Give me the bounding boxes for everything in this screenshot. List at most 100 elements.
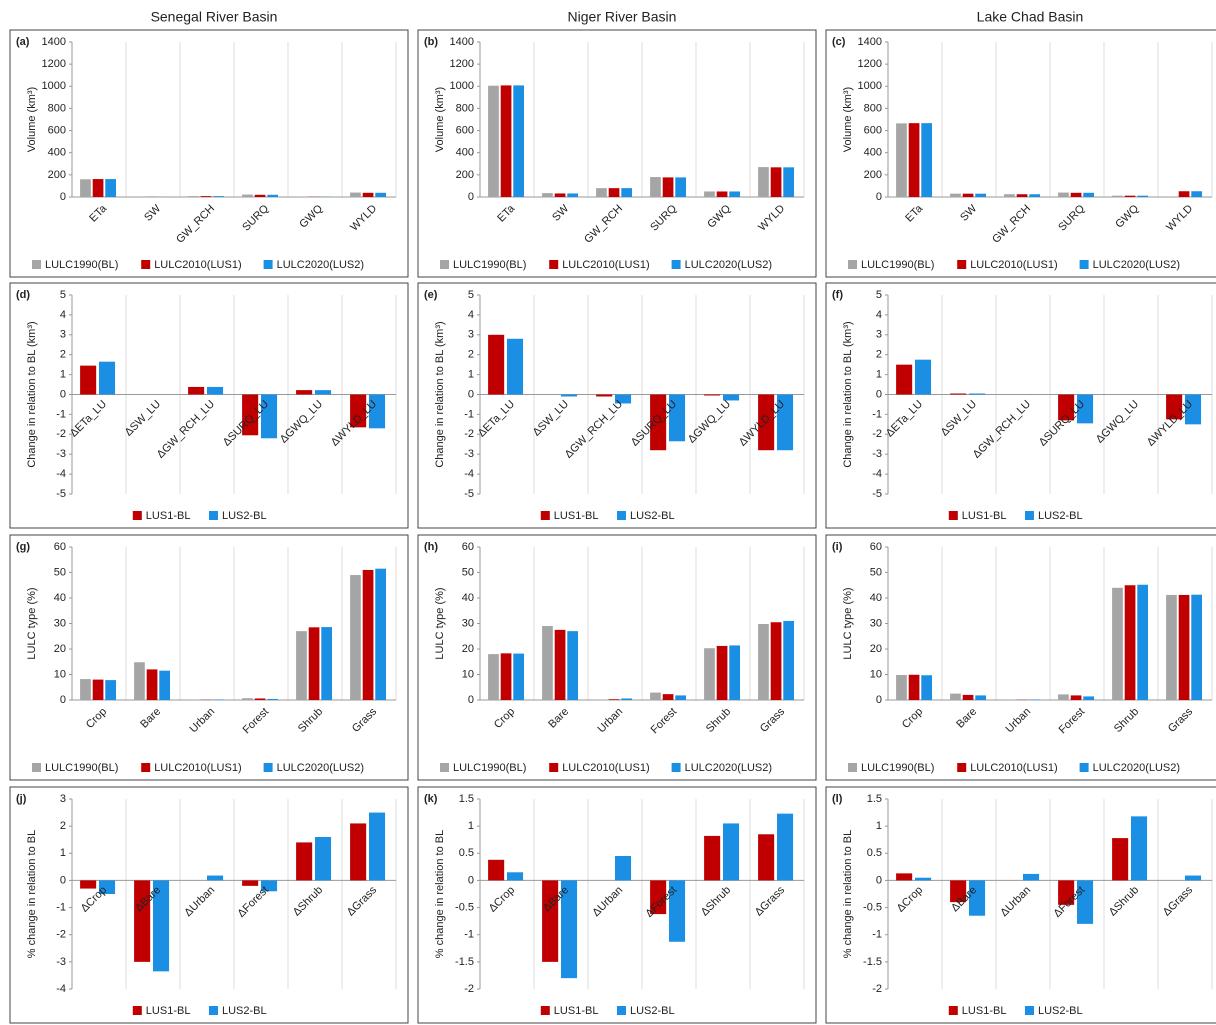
bar bbox=[921, 675, 933, 700]
y-axis-title: Volume (km³) bbox=[842, 87, 854, 152]
y-tick-label: 800 bbox=[48, 102, 66, 114]
panel-frame bbox=[417, 534, 817, 781]
legend-swatch bbox=[948, 511, 958, 520]
bar bbox=[650, 177, 661, 197]
bar bbox=[921, 123, 933, 197]
x-tick-label: ΔGW_RCH_LU bbox=[563, 398, 626, 461]
legend-label: LUS2-BL bbox=[222, 510, 267, 522]
x-tick-label: Shrub bbox=[296, 706, 325, 735]
y-tick-label: 0 bbox=[60, 191, 66, 203]
bar bbox=[770, 167, 782, 197]
y-tick-label: 0 bbox=[60, 874, 66, 886]
legend-label: LULC2010(LUS1) bbox=[562, 762, 649, 774]
y-tick-label: 40 bbox=[870, 592, 882, 604]
bar bbox=[267, 698, 279, 700]
bar bbox=[261, 880, 278, 892]
bar bbox=[783, 167, 795, 197]
y-tick-label: 1200 bbox=[858, 58, 882, 70]
legend-swatch bbox=[848, 763, 857, 772]
y-tick-label: 20 bbox=[870, 643, 882, 655]
panel-label: (j) bbox=[16, 793, 27, 805]
bar bbox=[350, 823, 367, 881]
bar bbox=[207, 875, 224, 881]
legend-label: LULC2020(LUS2) bbox=[1093, 259, 1180, 271]
bar bbox=[650, 394, 667, 451]
bar bbox=[242, 698, 253, 700]
y-tick-label: 1 bbox=[876, 369, 882, 381]
bar bbox=[1083, 192, 1095, 197]
bar bbox=[1124, 585, 1136, 700]
legend-swatch bbox=[957, 763, 967, 772]
bar bbox=[80, 365, 97, 395]
bar bbox=[896, 364, 913, 395]
bar bbox=[362, 569, 374, 700]
y-axis-title: LULC type (%) bbox=[26, 587, 38, 659]
bar bbox=[962, 694, 974, 700]
bar bbox=[261, 394, 278, 439]
y-tick-label: 600 bbox=[864, 124, 882, 136]
bar bbox=[915, 877, 932, 881]
y-tick-label: 1.5 bbox=[459, 793, 474, 805]
bar bbox=[1191, 594, 1203, 700]
bar bbox=[1029, 699, 1041, 700]
panel-label: (f) bbox=[832, 289, 843, 301]
bar bbox=[350, 575, 361, 700]
x-tick-label: SW bbox=[142, 202, 163, 223]
panel-label: (g) bbox=[16, 541, 30, 553]
x-tick-label: WYLD bbox=[1164, 203, 1195, 234]
bar bbox=[704, 191, 715, 197]
legend-swatch bbox=[132, 1006, 142, 1015]
bar bbox=[758, 394, 775, 451]
bar bbox=[134, 662, 145, 700]
bar bbox=[716, 191, 728, 197]
bar bbox=[554, 193, 566, 197]
panel-label: (h) bbox=[424, 541, 438, 553]
bar bbox=[729, 645, 741, 700]
legend-swatch bbox=[263, 763, 273, 772]
bar bbox=[1178, 594, 1190, 700]
bar bbox=[608, 699, 620, 700]
bar bbox=[1077, 880, 1094, 924]
y-tick-label: 1 bbox=[876, 820, 882, 832]
y-tick-label: 5 bbox=[876, 289, 882, 301]
x-tick-label: Bare bbox=[954, 706, 979, 731]
x-tick-label: ΔShrub bbox=[1107, 884, 1141, 918]
x-tick-label: ΔSW_LU bbox=[531, 398, 572, 439]
panel-frame bbox=[417, 786, 817, 1024]
legend-swatch bbox=[948, 1006, 958, 1015]
bar bbox=[1131, 816, 1148, 881]
bar bbox=[567, 631, 579, 700]
bar bbox=[1166, 196, 1177, 197]
bar bbox=[1058, 880, 1075, 905]
x-tick-label: ΔForest bbox=[235, 884, 271, 920]
bar bbox=[513, 85, 525, 197]
bar bbox=[950, 880, 967, 903]
x-tick-label: ΔGWQ_LU bbox=[1094, 398, 1141, 445]
bar bbox=[621, 698, 633, 700]
bar bbox=[375, 568, 387, 700]
x-tick-label: ETa bbox=[495, 202, 518, 225]
legend-label: LULC2020(LUS2) bbox=[685, 259, 772, 271]
bar bbox=[1058, 394, 1075, 421]
legend-swatch bbox=[1025, 1006, 1034, 1015]
y-tick-label: 2 bbox=[876, 349, 882, 361]
legend-label: LULC2020(LUS2) bbox=[1093, 762, 1180, 774]
x-tick-label: WYLD bbox=[756, 203, 787, 234]
bar bbox=[758, 167, 769, 197]
bar bbox=[254, 194, 266, 197]
legend-label: LULC1990(BL) bbox=[861, 259, 934, 271]
legend-swatch bbox=[209, 1006, 218, 1015]
bar bbox=[1058, 694, 1069, 700]
panel-frame bbox=[825, 786, 1216, 1024]
legend-label: LULC2010(LUS1) bbox=[562, 259, 649, 271]
y-tick-label: 0.5 bbox=[459, 847, 474, 859]
bar bbox=[1112, 838, 1129, 881]
bar bbox=[915, 359, 932, 395]
y-tick-label: -2 bbox=[464, 983, 474, 995]
legend-label: LULC2020(LUS2) bbox=[277, 259, 364, 271]
bar bbox=[962, 193, 974, 197]
bar bbox=[542, 880, 559, 962]
y-tick-label: -1 bbox=[56, 901, 66, 913]
y-tick-label: -0.5 bbox=[455, 901, 474, 913]
legend-label: LULC1990(BL) bbox=[861, 762, 934, 774]
